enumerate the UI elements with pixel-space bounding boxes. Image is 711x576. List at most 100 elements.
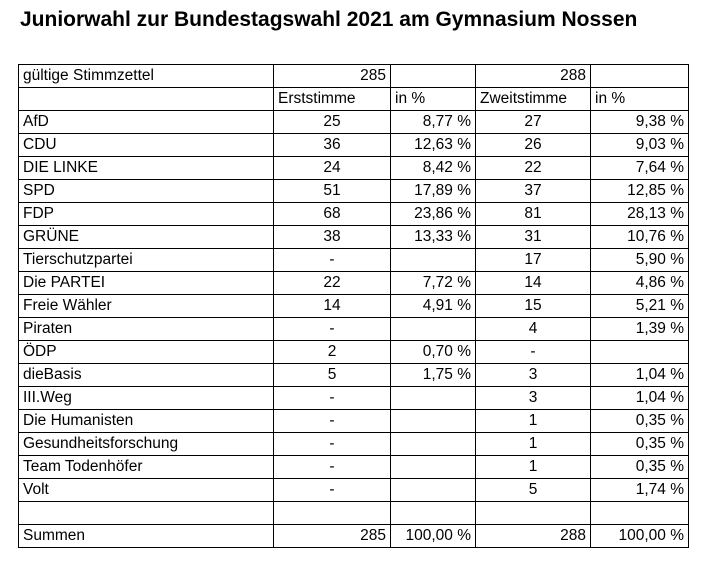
- erststimme-pct-cell: 12,63 %: [390, 133, 476, 157]
- zweitstimme-pct-cell: 5,90 %: [590, 248, 689, 272]
- erststimme-cell: -: [273, 478, 391, 502]
- erststimme-cell: -: [273, 386, 391, 410]
- empty-cell: [18, 501, 274, 525]
- table-row-gesundheitsforschung: Gesundheitsforschung - 1 0,35 %: [18, 432, 689, 456]
- valid-ballots-row: gültige Stimmzettel 285 288: [18, 64, 689, 88]
- erststimme-pct-cell: [390, 455, 476, 479]
- table-row-diebasis: dieBasis 5 1,75 % 3 1,04 %: [18, 363, 689, 387]
- erststimme-pct-cell: [390, 432, 476, 456]
- erststimme-pct-cell: [390, 248, 476, 272]
- erststimme-cell: 25: [273, 110, 391, 134]
- empty-cell: [390, 64, 476, 88]
- totals-erststimme: 285: [273, 523, 391, 548]
- valid-ballots-zweitstimme-total: 288: [475, 64, 591, 88]
- party-name-cell: Die PARTEI: [18, 271, 274, 295]
- erststimme-pct-cell: [390, 478, 476, 502]
- zweitstimme-cell: 5: [475, 478, 591, 502]
- party-name-cell: SPD: [18, 179, 274, 203]
- erststimme-pct-cell: [390, 409, 476, 433]
- empty-cell: [18, 87, 274, 111]
- table-row-gruene: GRÜNE 38 13,33 % 31 10,76 %: [18, 225, 689, 249]
- empty-cell: [590, 64, 689, 88]
- totals-label: Summen: [18, 523, 274, 548]
- party-name-cell: Freie Wähler: [18, 294, 274, 318]
- erststimme-pct-cell: 8,42 %: [390, 156, 476, 180]
- table-row-freie-waehler: Freie Wähler 14 4,91 % 15 5,21 %: [18, 294, 689, 318]
- column-header-row: Erststimme in % Zweitstimme in %: [18, 87, 689, 111]
- party-name-cell: FDP: [18, 202, 274, 226]
- erststimme-cell: 36: [273, 133, 391, 157]
- empty-cell: [475, 501, 591, 525]
- zweitstimme-pct-cell: 5,21 %: [590, 294, 689, 318]
- zweitstimme-cell: 37: [475, 179, 591, 203]
- zweitstimme-pct-cell: 0,35 %: [590, 432, 689, 456]
- zweitstimme-cell: 1: [475, 409, 591, 433]
- party-name-cell: Gesundheitsforschung: [18, 432, 274, 456]
- valid-ballots-erststimme-total: 285: [273, 64, 391, 88]
- zweitstimme-cell: 31: [475, 225, 591, 249]
- totals-zweitstimme: 288: [475, 523, 591, 548]
- erststimme-cell: 5: [273, 363, 391, 387]
- table-row-oedp: ÖDP 2 0,70 % -: [18, 340, 689, 364]
- erststimme-cell: -: [273, 455, 391, 479]
- erststimme-pct-cell: [390, 317, 476, 341]
- spacer-row: [18, 501, 689, 525]
- header-zweitstimme: Zweitstimme: [475, 87, 591, 111]
- erststimme-pct-cell: 7,72 %: [390, 271, 476, 295]
- table-row-team-todenhoefer: Team Todenhöfer - 1 0,35 %: [18, 455, 689, 479]
- zweitstimme-cell: 3: [475, 386, 591, 410]
- erststimme-pct-cell: 8,77 %: [390, 110, 476, 134]
- erststimme-cell: 51: [273, 179, 391, 203]
- table-row-tierschutzpartei: Tierschutzpartei - 17 5,90 %: [18, 248, 689, 272]
- zweitstimme-cell: 15: [475, 294, 591, 318]
- zweitstimme-pct-cell: 28,13 %: [590, 202, 689, 226]
- party-name-cell: Die Humanisten: [18, 409, 274, 433]
- header-erststimme-pct: in %: [390, 87, 476, 111]
- zweitstimme-pct-cell: 0,35 %: [590, 455, 689, 479]
- erststimme-pct-cell: 0,70 %: [390, 340, 476, 364]
- erststimme-pct-cell: 23,86 %: [390, 202, 476, 226]
- zweitstimme-pct-cell: 7,64 %: [590, 156, 689, 180]
- table-row-volt: Volt - 5 1,74 %: [18, 478, 689, 502]
- totals-row: Summen 285 100,00 % 288 100,00 %: [18, 523, 689, 548]
- valid-ballots-label: gültige Stimmzettel: [18, 64, 274, 88]
- party-name-cell: dieBasis: [18, 363, 274, 387]
- erststimme-cell: -: [273, 432, 391, 456]
- results-table: gültige Stimmzettel 285 288 Erststimme i…: [18, 64, 689, 548]
- zweitstimme-cell: 81: [475, 202, 591, 226]
- party-name-cell: DIE LINKE: [18, 156, 274, 180]
- zweitstimme-pct-cell: 0,35 %: [590, 409, 689, 433]
- empty-cell: [390, 501, 476, 525]
- erststimme-cell: -: [273, 409, 391, 433]
- zweitstimme-cell: 3: [475, 363, 591, 387]
- party-name-cell: ÖDP: [18, 340, 274, 364]
- zweitstimme-pct-cell: 9,03 %: [590, 133, 689, 157]
- zweitstimme-cell: 22: [475, 156, 591, 180]
- zweitstimme-cell: 4: [475, 317, 591, 341]
- party-name-cell: Piraten: [18, 317, 274, 341]
- totals-zweitstimme-pct: 100,00 %: [590, 523, 689, 548]
- zweitstimme-cell: 1: [475, 432, 591, 456]
- erststimme-cell: 22: [273, 271, 391, 295]
- party-name-cell: AfD: [18, 110, 274, 134]
- table-row-die-linke: DIE LINKE 24 8,42 % 22 7,64 %: [18, 156, 689, 180]
- zweitstimme-pct-cell: 10,76 %: [590, 225, 689, 249]
- zweitstimme-cell: 1: [475, 455, 591, 479]
- erststimme-cell: 68: [273, 202, 391, 226]
- erststimme-cell: 2: [273, 340, 391, 364]
- table-row-cdu: CDU 36 12,63 % 26 9,03 %: [18, 133, 689, 157]
- zweitstimme-cell: 14: [475, 271, 591, 295]
- zweitstimme-pct-cell: 4,86 %: [590, 271, 689, 295]
- zweitstimme-cell: 17: [475, 248, 591, 272]
- erststimme-cell: -: [273, 317, 391, 341]
- table-row-die-humanisten: Die Humanisten - 1 0,35 %: [18, 409, 689, 433]
- party-name-cell: Team Todenhöfer: [18, 455, 274, 479]
- party-name-cell: III.Weg: [18, 386, 274, 410]
- zweitstimme-cell: 27: [475, 110, 591, 134]
- erststimme-pct-cell: 1,75 %: [390, 363, 476, 387]
- erststimme-cell: 38: [273, 225, 391, 249]
- page-title: Juniorwahl zur Bundestagswahl 2021 am Gy…: [20, 8, 638, 31]
- erststimme-pct-cell: 4,91 %: [390, 294, 476, 318]
- erststimme-pct-cell: 17,89 %: [390, 179, 476, 203]
